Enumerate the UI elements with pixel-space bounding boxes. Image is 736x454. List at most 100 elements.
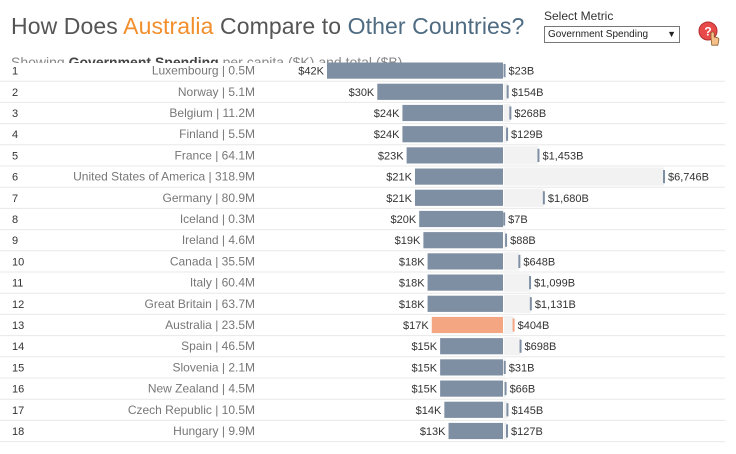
total-bar xyxy=(504,231,507,250)
country-label: Great Britain | 63.7M xyxy=(145,297,256,311)
title-end: Other Countries? xyxy=(347,13,525,39)
subtitle-prefix: Showing xyxy=(11,54,69,63)
total-label: $31B xyxy=(509,362,535,374)
total-label: $1,680B xyxy=(548,193,589,205)
total-label: $1,131B xyxy=(535,299,576,311)
per-capita-bar xyxy=(402,104,503,122)
total-bar xyxy=(504,146,539,165)
row-rank: 14 xyxy=(12,341,24,353)
row-rank: 17 xyxy=(12,405,24,417)
total-bar xyxy=(504,82,508,101)
country-label: New Zealand | 4.5M xyxy=(148,382,255,396)
total-bar xyxy=(504,103,511,123)
total-bar xyxy=(504,421,508,441)
page-title: How Does Australia Compare to Other Coun… xyxy=(11,13,524,40)
row-rank: 13 xyxy=(12,320,24,332)
total-bar xyxy=(504,294,531,313)
per-capita-label: $15K xyxy=(411,362,437,374)
per-capita-label: $21K xyxy=(386,193,412,205)
total-bar xyxy=(504,273,531,292)
country-label: United States of America | 318.9M xyxy=(73,170,255,184)
per-capita-label: $17K xyxy=(403,320,429,332)
country-label: Finland | 5.5M xyxy=(179,127,255,141)
per-capita-bar xyxy=(427,253,503,270)
row-rank: 6 xyxy=(12,172,18,184)
svg-text:?: ? xyxy=(704,25,711,39)
per-capita-bar xyxy=(440,380,503,397)
per-capita-bar xyxy=(444,401,503,418)
per-capita-bar xyxy=(431,316,503,334)
row-rank: 11 xyxy=(12,278,23,290)
per-capita-label: $18K xyxy=(399,278,425,290)
total-bar xyxy=(504,252,520,271)
total-bar xyxy=(504,315,514,335)
per-capita-label: $21K xyxy=(386,172,412,184)
per-capita-label: $24K xyxy=(374,129,400,141)
total-label: $66B xyxy=(510,384,536,396)
per-capita-label: $14K xyxy=(416,405,442,417)
total-label: $1,453B xyxy=(542,150,583,162)
total-label: $698B xyxy=(525,341,557,353)
total-bar xyxy=(504,167,664,186)
country-label: France | 64.1M xyxy=(175,148,255,162)
per-capita-label: $23K xyxy=(378,150,404,162)
per-capita-bar xyxy=(415,189,503,206)
row-rank: 4 xyxy=(12,129,18,141)
row-rank: 2 xyxy=(12,87,18,99)
per-capita-bar xyxy=(406,147,503,164)
per-capita-bar xyxy=(419,210,503,228)
per-capita-bar xyxy=(377,83,503,100)
row-rank: 15 xyxy=(12,362,24,374)
country-label: Luxembourg | 0.5M xyxy=(152,64,255,78)
per-capita-bar xyxy=(448,422,503,440)
subtitle-rest: per capita ($K) and total ($B) xyxy=(218,54,403,63)
total-label: $7B xyxy=(508,214,528,226)
per-capita-bar xyxy=(427,295,503,312)
per-capita-label: $15K xyxy=(411,384,437,396)
country-label: Ireland | 4.6M xyxy=(182,233,255,247)
per-capita-bar xyxy=(440,338,503,355)
country-label: Czech Republic | 10.5M xyxy=(128,403,255,417)
chart-subtitle: Showing Government Spending per capita (… xyxy=(11,53,402,63)
total-label: $648B xyxy=(523,256,555,268)
help-icon[interactable]: ? xyxy=(697,20,723,50)
title-middle: Compare to xyxy=(213,13,348,39)
subtitle-metric: Government Spending xyxy=(68,54,219,63)
row-rank: 5 xyxy=(12,150,18,162)
per-capita-label: $19K xyxy=(395,235,421,247)
per-capita-bar xyxy=(327,62,503,79)
total-bar xyxy=(504,125,508,144)
total-label: $127B xyxy=(511,426,543,438)
title-prefix: How Does xyxy=(11,13,124,39)
row-rank: 9 xyxy=(12,235,18,247)
country-label: Spain | 46.5M xyxy=(181,339,255,353)
total-bar xyxy=(504,400,508,419)
per-capita-bar xyxy=(402,126,503,143)
total-label: $129B xyxy=(511,129,543,141)
per-capita-label: $13K xyxy=(420,426,446,438)
total-label: $154B xyxy=(512,87,544,99)
per-capita-bar xyxy=(427,274,503,291)
per-capita-label: $18K xyxy=(399,256,425,268)
total-label: $145B xyxy=(511,405,543,417)
row-rank: 10 xyxy=(12,256,24,268)
total-label: $404B xyxy=(518,320,550,332)
metric-dropdown-value: Government Spending xyxy=(548,29,649,40)
country-label: Italy | 60.4M xyxy=(190,276,255,290)
dropdown-arrow-icon[interactable]: ▼ xyxy=(667,29,676,39)
total-bar xyxy=(504,188,544,207)
row-rank: 3 xyxy=(12,108,18,120)
row-rank: 16 xyxy=(12,384,24,396)
row-rank: 18 xyxy=(12,426,24,438)
country-label: Australia | 23.5M xyxy=(165,318,255,332)
row-rank: 12 xyxy=(12,299,24,311)
select-metric-label: Select Metric xyxy=(544,9,614,23)
title-highlight: Australia xyxy=(123,13,214,39)
country-label: Norway | 5.1M xyxy=(178,85,255,99)
country-label: Germany | 80.9M xyxy=(163,191,255,205)
total-label: $23B xyxy=(509,66,535,78)
metric-dropdown[interactable]: Government Spending ▼ xyxy=(544,26,680,43)
per-capita-label: $24K xyxy=(374,108,400,120)
total-bar xyxy=(504,337,521,356)
